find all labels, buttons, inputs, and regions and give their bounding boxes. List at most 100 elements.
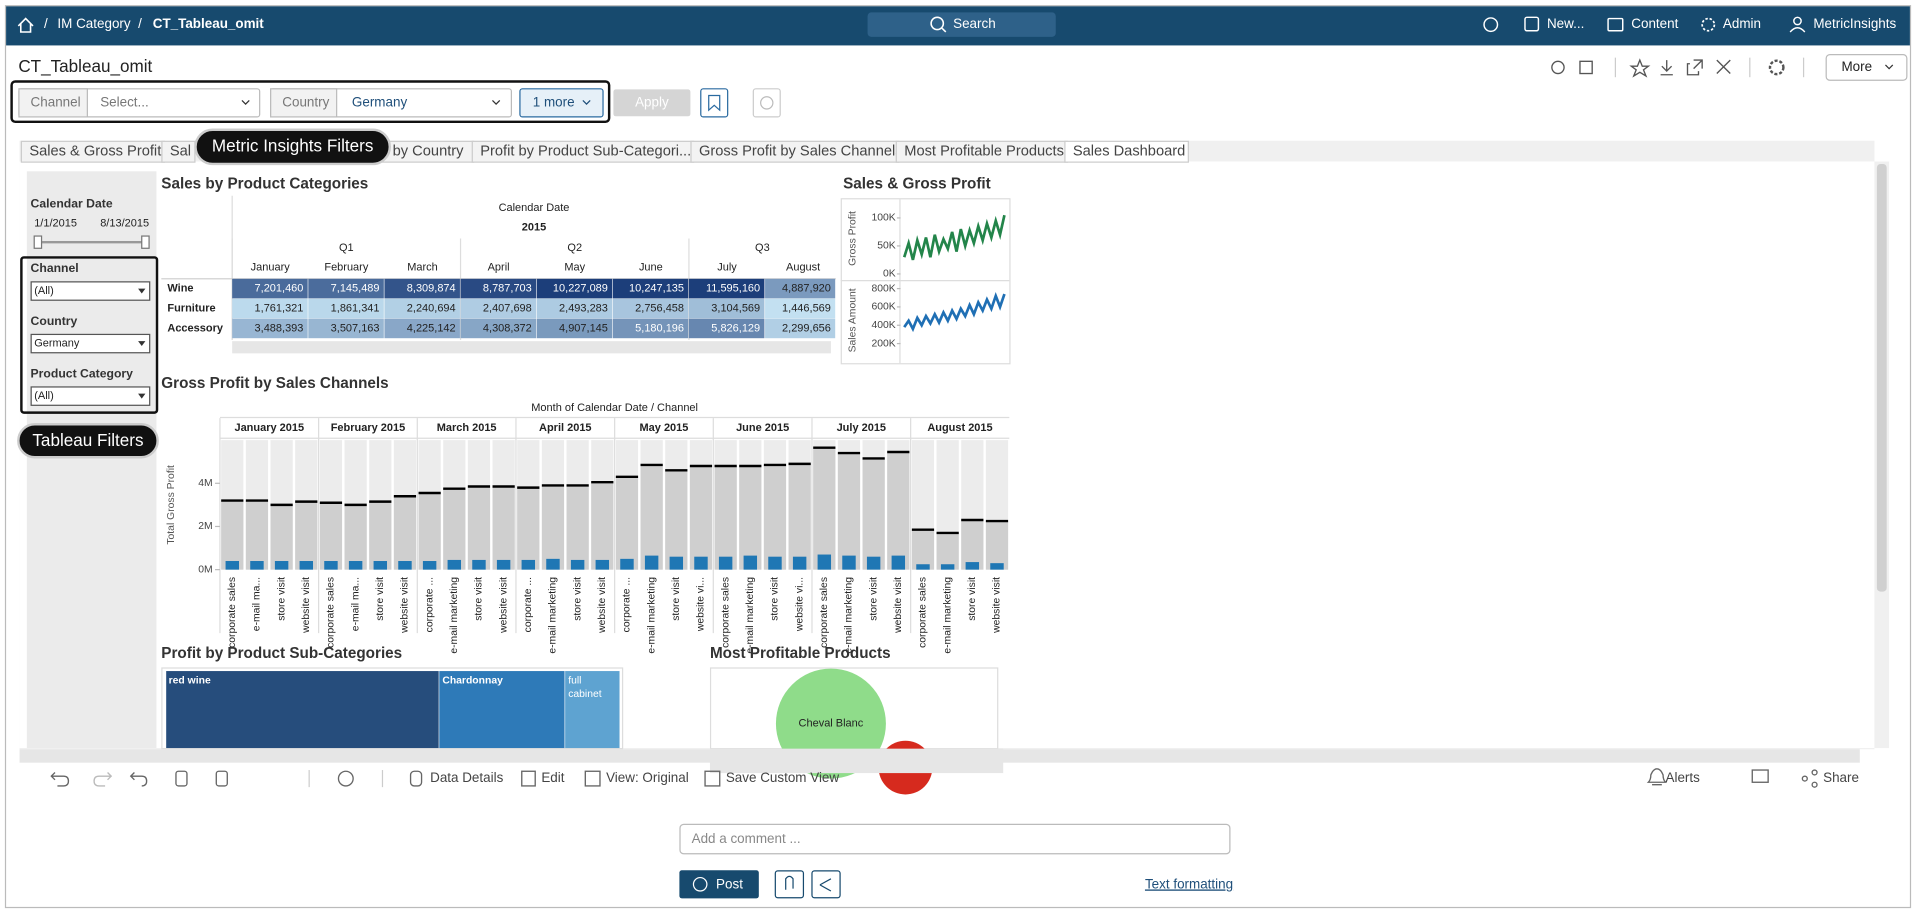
cell-value: 3,488,393: [255, 322, 304, 334]
filter-value[interactable]: Germany: [34, 337, 80, 349]
expand-icon[interactable]: [1716, 59, 1731, 75]
table-cell: [536, 278, 613, 299]
breadcrumb[interactable]: IM Category: [57, 16, 130, 31]
tab-label[interactable]: s by Country: [381, 144, 464, 160]
tab-label[interactable]: Sales Dashboard: [1073, 144, 1185, 160]
user-icon: [1789, 26, 1806, 33]
tab[interactable]: [161, 140, 196, 163]
filter-dropdown[interactable]: [30, 333, 151, 354]
filter-dropdown[interactable]: [30, 281, 151, 301]
slider-handle[interactable]: [141, 235, 150, 249]
y-tick-label: 0M: [198, 564, 212, 575]
breadcrumb[interactable]: CT_Tableau_omit: [153, 16, 265, 31]
present-icon[interactable]: [1751, 769, 1769, 783]
revert-icon[interactable]: [129, 772, 148, 787]
alerts-icon[interactable]: [1646, 768, 1668, 786]
info-icon[interactable]: [1551, 60, 1565, 75]
external-icon[interactable]: [1686, 59, 1703, 76]
line-series: [902, 214, 1006, 261]
slider-handle[interactable]: [33, 235, 43, 249]
x-tick-label: store visit: [572, 577, 583, 621]
total-bar: [985, 521, 1009, 570]
section-title: Sales by Product Categories: [161, 176, 368, 193]
filter-value[interactable]: Germany: [352, 94, 408, 109]
tab-label[interactable]: Profit by Product Sub-Categori...: [480, 144, 691, 160]
callout-text: Tableau Filters: [32, 431, 143, 450]
lineage-icon[interactable]: [1579, 60, 1593, 75]
more-filters-label[interactable]: 1 more: [533, 94, 575, 109]
text-formatting-link[interactable]: Text formatting: [1145, 876, 1233, 891]
undo-icon[interactable]: [50, 772, 70, 787]
cell-value: 1,446,569: [782, 302, 831, 314]
tab-label[interactable]: Most Profitable Products: [904, 144, 1064, 160]
share-button[interactable]: [811, 870, 841, 899]
more-button[interactable]: [1825, 53, 1908, 81]
nav-item[interactable]: Admin: [1723, 16, 1761, 31]
tab-label[interactable]: Gross Profit by Sales Channels: [699, 144, 903, 160]
pause-icon[interactable]: [215, 770, 228, 787]
toolbar-item[interactable]: Alerts: [1666, 770, 1701, 785]
comment-placeholder[interactable]: Add a comment ...: [692, 831, 801, 846]
tab[interactable]: [1064, 140, 1189, 163]
axis-title: Gross Profit: [848, 211, 859, 266]
view-icon[interactable]: [584, 770, 601, 787]
comment-input[interactable]: [679, 823, 1231, 855]
nav-item[interactable]: Content: [1631, 16, 1678, 31]
toolbar-item[interactable]: Share: [1823, 770, 1859, 785]
share-icon[interactable]: [1811, 781, 1818, 788]
redo-icon[interactable]: [93, 772, 113, 787]
viz-content: Sales & Gross Profit Sal s by Country Profi…: [20, 140, 1189, 795]
nav-item[interactable]: New...: [1547, 16, 1584, 31]
search-label[interactable]: Search: [953, 16, 996, 31]
save-icon[interactable]: [704, 770, 721, 787]
toolbar-item[interactable]: Save Custom View: [726, 770, 840, 785]
data-icon[interactable]: [409, 770, 423, 787]
tab-label[interactable]: Sales & Gross Profit: [29, 144, 161, 160]
metrics-icon[interactable]: [337, 770, 354, 787]
y-tick-label: 2M: [198, 521, 212, 532]
nav-item[interactable]: MetricInsights: [1813, 16, 1896, 31]
apply-button[interactable]: [613, 89, 691, 117]
callout: [194, 128, 392, 166]
bookmark-button[interactable]: [700, 88, 729, 118]
favorite-icon[interactable]: [1629, 58, 1651, 78]
x-tick-label: e-mail marketing: [449, 577, 460, 654]
attach-button[interactable]: [774, 870, 805, 899]
y-tick-label: 0K: [883, 269, 896, 280]
home-icon[interactable]: [17, 17, 34, 33]
x-tick-label: corporate sales: [819, 577, 830, 648]
search-box[interactable]: [867, 12, 1056, 37]
share-icon[interactable]: [1811, 769, 1818, 776]
dropdown-arrow: [138, 393, 146, 399]
refresh-icon[interactable]: [175, 770, 188, 787]
date-to: 8/13/2015: [100, 218, 149, 230]
total-bar: [517, 487, 540, 570]
filter-value[interactable]: (All): [34, 285, 54, 297]
toolbar-item[interactable]: Data Details: [430, 770, 503, 785]
filter-value[interactable]: Select...: [100, 94, 149, 109]
activity-icon[interactable]: [1483, 17, 1499, 33]
post-label[interactable]: Post: [716, 876, 743, 891]
apply-label[interactable]: Apply: [635, 94, 669, 109]
month-header: April: [488, 262, 510, 274]
edit-icon[interactable]: [521, 770, 536, 787]
toolbar-item[interactable]: Edit: [541, 770, 564, 785]
more-filters-button[interactable]: [519, 88, 604, 118]
cell-value: 4,225,142: [407, 322, 456, 334]
cell-value: 11,595,160: [706, 283, 760, 295]
cell-value: 7,201,460: [255, 283, 304, 295]
filter-dropdown[interactable]: [30, 386, 151, 406]
table-cell: [232, 298, 308, 319]
axis-title: Month of Calendar Date / Channel: [531, 402, 698, 414]
more-label[interactable]: More: [1841, 59, 1872, 74]
settings-icon[interactable]: [1768, 59, 1785, 76]
x-tick-label: e-mail marketing: [844, 577, 855, 654]
share-icon[interactable]: [1801, 775, 1808, 782]
table-cell: [384, 278, 460, 299]
toolbar-item[interactable]: View: Original: [606, 770, 689, 785]
tab-label[interactable]: Sal: [170, 144, 191, 160]
reset-button[interactable]: [752, 88, 781, 118]
filter-value[interactable]: (All): [34, 390, 54, 402]
download-icon[interactable]: [1660, 60, 1673, 76]
x-tick-label: e-mail ma...: [252, 577, 263, 631]
